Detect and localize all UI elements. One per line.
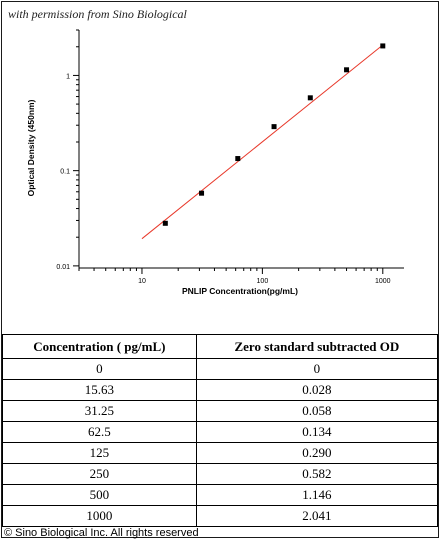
table-body: 0 0 15.63 0.028 31.25 0.058 62.5 0.134 125 0.290 2… <box>2 358 439 527</box>
standard-curve-chart: 0.01 0.1 1 10 100 1000 Optical Density (450nm… <box>26 29 404 296</box>
y-tick-label: 0.01 <box>56 264 70 271</box>
y-tick-label: 0.1 <box>60 169 70 176</box>
table-row: 62.5 0.134 <box>2 421 439 443</box>
data-point <box>307 95 313 101</box>
data-point <box>344 67 350 73</box>
data-point <box>271 124 277 130</box>
cell-concentration: 0 <box>2 358 197 380</box>
copyright-notice: © Sino Biological Inc. All rights reserv… <box>4 527 199 539</box>
x-axis-label: PNLIP Concentration(pg/mL) <box>182 286 298 296</box>
plot-frame <box>78 30 404 269</box>
x-tick-label: 1000 <box>375 278 391 285</box>
data-point <box>235 156 241 162</box>
data-points <box>162 43 386 226</box>
table-row: 500 1.146 <box>2 484 439 506</box>
data-point <box>162 220 168 226</box>
cell-od: 1.146 <box>195 484 439 506</box>
cell-od: 0.028 <box>195 379 439 401</box>
cell-concentration: 1000 <box>2 505 197 527</box>
cell-od: 0 <box>195 358 439 380</box>
cell-concentration: 250 <box>2 463 197 485</box>
cell-od: 0.290 <box>195 442 439 464</box>
table-row: 15.63 0.028 <box>2 379 439 401</box>
cell-od: 0.582 <box>195 463 439 485</box>
table-row: 31.25 0.058 <box>2 400 439 422</box>
x-tick-label: 10 <box>138 278 146 285</box>
column-header-concentration: Concentration ( pg/mL) <box>2 334 197 359</box>
cell-od: 0.058 <box>195 400 439 422</box>
y-tick-label: 1 <box>66 73 70 80</box>
table-row: 1000 2.041 <box>2 505 439 527</box>
column-header-od: Zero standard subtracted OD <box>195 334 439 359</box>
table-row: 125 0.290 <box>2 442 439 464</box>
cell-concentration: 125 <box>2 442 197 464</box>
axis-ticks: 0.01 0.1 1 10 100 1000 <box>56 29 391 285</box>
fit-line <box>141 44 384 240</box>
permission-note: with permission from Sino Biological <box>8 7 187 21</box>
data-point <box>380 43 386 49</box>
table-row: 250 0.582 <box>2 463 439 485</box>
cell-od: 2.041 <box>195 505 439 527</box>
cell-od: 0.134 <box>195 421 439 443</box>
cell-concentration: 31.25 <box>2 400 197 422</box>
x-tick-label: 100 <box>257 278 269 285</box>
cell-concentration: 500 <box>2 484 197 506</box>
cell-concentration: 15.63 <box>2 379 197 401</box>
data-point <box>199 190 205 196</box>
table-header-row: Concentration ( pg/mL) Zero standard sub… <box>2 334 439 359</box>
standard-data-table: Concentration ( pg/mL) Zero standard sub… <box>2 334 439 527</box>
cell-concentration: 62.5 <box>2 421 197 443</box>
y-axis-label: Optical Density (450nm) <box>26 99 36 196</box>
